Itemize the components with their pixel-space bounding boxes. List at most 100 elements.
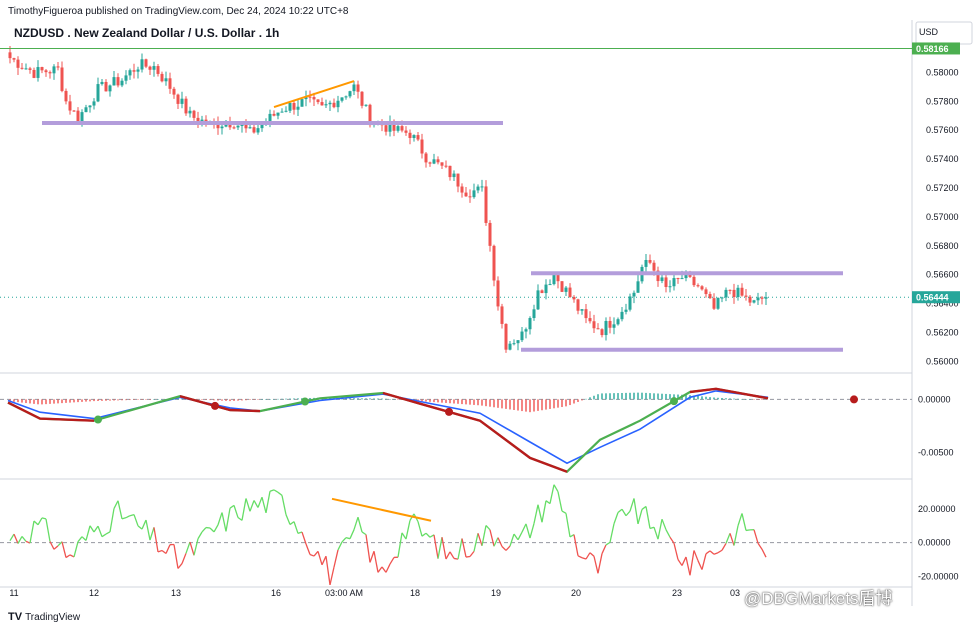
macd-histogram-bar [53,399,55,404]
macd-histogram-bar [301,398,303,400]
oscillator-segment [501,546,507,551]
oscillator-segment [617,508,623,513]
macd-histogram-bar [589,397,591,400]
candle-body [308,96,312,98]
candle-body [488,222,492,246]
macd-cross-dot [670,397,678,406]
candle-body [660,277,664,282]
oscillator-segment [213,524,219,533]
oscillator-segment [277,491,283,496]
candle-body [100,81,104,85]
candle-body [516,340,520,344]
candle-body [244,124,248,129]
macd-histogram-bar [629,392,631,400]
oscillator-segment [537,504,543,523]
macd-histogram-bar [577,399,579,402]
macd-histogram-bar [557,399,559,408]
macd-histogram-bar [721,397,723,400]
oscillator-segment [113,500,119,509]
oscillator-segment [505,545,511,551]
oscillator-segment [141,519,147,530]
candle-body [128,70,132,76]
macd-histogram-bar [33,399,35,404]
oscillator-segment [317,551,323,565]
macd-histogram-bar [261,399,263,400]
oscillator-segment [349,529,355,539]
macd-histogram-bar [677,394,679,400]
oscillator-segment [105,531,111,535]
oscillator-segment [381,566,387,573]
oscillator-segment [549,484,555,504]
price-tick-label: 0.57200 [926,183,959,193]
oscillator-segment [481,525,487,546]
macd-histogram-bar [485,399,487,407]
tradingview-logo-icon: TV [8,611,23,623]
candle-body [536,290,540,310]
oscillator-segment [385,563,391,573]
macd-histogram-bar [713,397,715,400]
oscillator-trendline [331,497,432,522]
oscillator-segment [761,548,767,558]
oscillator-segment [641,505,647,510]
oscillator-segment [677,559,683,566]
oscillator-segment [77,536,83,543]
macd-histogram-bar [125,399,127,401]
candle-body [568,287,572,297]
macd-histogram-bar [289,398,291,400]
candle-body [116,77,120,86]
macd-histogram-bar [481,399,483,406]
oscillator-segment [689,550,695,576]
candle-body [348,91,352,97]
oscillator-segment [529,523,535,539]
candle-body [608,320,612,328]
candle-body [456,173,460,187]
candle-body [84,107,88,113]
macd-histogram-bar [121,399,123,401]
oscillator-segment [293,521,299,534]
candle-body [56,66,60,68]
x-tick-label: 20 [571,588,581,598]
oscillator-segment [313,550,319,557]
oscillator-segment [273,489,279,493]
oscillator-segment [69,554,75,558]
oscillator-segment [117,500,123,520]
oscillator-segment [361,531,367,536]
oscillator-segment [449,551,455,559]
oscillator-segment [717,549,723,554]
candle-body [8,52,12,59]
tradingview-logo[interactable]: TV TradingView [8,611,80,623]
macd-histogram-bar [617,393,619,400]
macd-histogram-bar [733,398,735,400]
oscillator-segment [41,517,47,520]
macd-histogram-bar [253,399,255,400]
candle-body [504,323,508,350]
oscillator-segment [329,566,335,586]
macd-histogram-bar [377,398,379,400]
macd-histogram-bar [361,398,363,400]
candle-body [232,127,236,129]
candle-body [156,66,160,74]
candle-body [44,70,48,73]
macd-histogram-bar [113,399,115,401]
oscillator-segment [437,537,443,559]
candle-body [112,77,116,86]
oscillator-segment [433,534,439,559]
oscillator-segment [585,552,591,560]
candle-body [704,289,708,295]
oscillator-segment [29,520,35,544]
rsi-tick-label: 20.00000 [918,504,956,514]
macd-histogram-bar [109,399,111,401]
macd-histogram-bar [89,399,91,402]
macd-histogram-bar [709,397,711,400]
oscillator-segment [533,504,539,524]
macd-histogram-bar [9,399,11,402]
macd-histogram-bar [717,397,719,400]
symbol-title[interactable]: NZDUSD . New Zealand Dollar / U.S. Dolla… [14,26,280,40]
macd-histogram-bar [645,392,647,400]
macd-histogram-bar [661,393,663,400]
x-tick-label: 13 [171,588,181,598]
oscillator-segment [37,517,43,526]
candle-body [424,153,428,163]
candle-body [96,84,100,102]
